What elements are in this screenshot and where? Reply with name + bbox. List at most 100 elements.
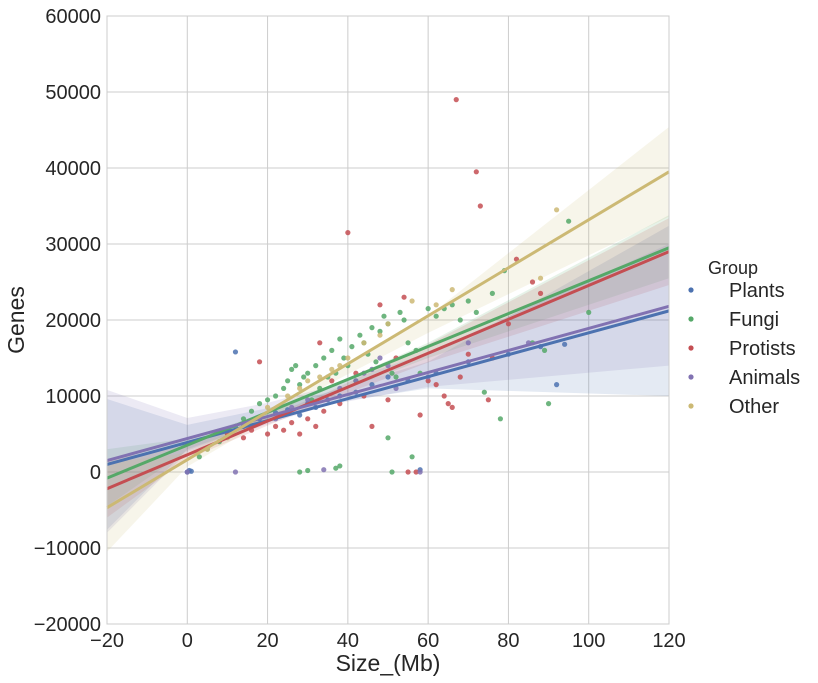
fungi-point [357,332,363,338]
plants-point [554,382,560,388]
x-tick-label: 120 [652,630,685,652]
animals-point [321,467,327,473]
protists-point [369,423,375,429]
fungi-point [389,370,395,376]
protists-point [305,416,311,422]
other-point [329,366,335,372]
x-tick-label: 40 [337,630,359,652]
other-fit-line [106,170,670,510]
fungi-point [313,363,319,369]
fungi-point [586,309,592,315]
protists-point [273,423,279,429]
protists-point [425,378,431,384]
animals-point [417,469,423,475]
x-tick-label: 60 [417,630,439,652]
y-tick-label: 30000 [45,234,101,256]
other-point [345,355,351,361]
x-tick-label: 20 [256,630,278,652]
other-legend-marker [688,403,694,409]
fungi-point [401,317,407,323]
legend-title: Group [708,258,758,278]
fungi-point [465,298,471,304]
animals-point [184,469,190,475]
protists-point [240,435,247,441]
fungi-point [285,378,291,384]
animals-point [305,397,311,403]
fungi-point [248,408,255,414]
protists-point [529,279,536,285]
plants-point [369,382,375,388]
fungi-point [305,467,311,474]
fungi-point [273,393,279,399]
other-point [433,302,439,308]
protists-point [297,431,303,437]
y-tick-label: 50000 [45,82,101,104]
protists-point [401,294,407,300]
other-point [554,207,560,213]
protists-point [477,203,483,209]
y-tick-label: 60000 [45,6,101,28]
plants-legend-marker [688,287,694,293]
fungi-point [425,306,431,312]
animals-point [232,469,239,475]
animals-fit-line [106,304,670,463]
y-tick-label: 10000 [45,386,101,408]
other-point [385,321,391,327]
protists-fit-line [106,250,670,491]
fungi-point [305,370,311,376]
fungi-point [289,366,295,372]
fungi-point [481,389,487,395]
protists-point [433,382,439,388]
x-axis-label: Size_(Mb) [336,650,441,676]
fungi-point [293,363,299,369]
protists-point [485,397,491,403]
fungi-point [566,218,572,224]
fungi-point [264,397,271,403]
y-tick-label: −20000 [34,614,101,636]
fungi-point [341,355,347,361]
protists-point [313,423,319,429]
fungi-point [281,385,287,391]
animals-point [465,340,471,346]
fungi-point [297,382,303,388]
legend: Group Plants Fungi Protists Animals Other [688,258,800,418]
fungi-point [349,344,355,350]
fungi-point [433,313,439,319]
fungi-point [301,374,307,380]
plants-point [188,468,194,474]
fungi-point [545,401,552,407]
fungi-point [457,317,463,323]
fungi-point [369,325,375,331]
other-point [377,332,383,338]
x-tick-label: −20 [90,630,124,652]
tick-labels: −20 0 20 40 60 80 100 120 −20000 −10000 0 10000 2000… [34,6,686,652]
other-point [449,287,455,293]
fungi-confidence-band [107,215,669,507]
protists-point [264,431,271,437]
protists-point [321,408,327,414]
plants-point [385,374,391,380]
fungi-point [196,454,202,460]
fungi-point [473,309,479,315]
fungi-point [385,435,391,441]
protists-point [256,359,263,365]
animals-legend-marker [688,374,694,380]
fungi-legend-marker [688,316,694,322]
protists-point [345,230,351,236]
plot-frame [106,15,670,625]
x-tick-label: 80 [497,630,519,652]
animals-point [377,355,383,361]
plants-point [232,349,239,355]
protists-point [449,404,455,410]
y-tick-label: 40000 [45,158,101,180]
protists-point [329,378,335,384]
protists-point [505,321,512,327]
fungi-point [373,359,379,365]
fungi-point [329,347,335,353]
fungi-point [397,309,403,315]
x-tick-label: 100 [572,630,605,652]
fungi-legend-label: Fungi [729,309,779,331]
fungi-point [256,401,263,407]
